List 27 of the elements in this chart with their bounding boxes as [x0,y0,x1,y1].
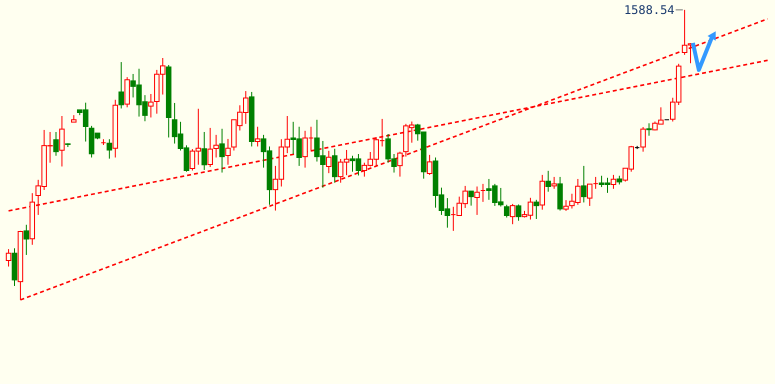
candlestick [397,151,403,178]
candlestick [545,170,551,192]
candlestick [516,204,522,222]
candlestick [254,126,260,147]
candlestick [59,116,65,167]
candlestick [610,174,616,190]
candlestick [332,148,338,184]
candlestick [504,204,510,218]
candlestick [540,174,546,210]
candlestick [426,154,432,176]
candlestick [118,62,124,109]
candlestick [202,131,208,170]
candlestick [468,190,474,206]
candlestick [534,199,540,220]
candlestick [581,165,587,203]
candlestick [640,126,646,152]
candlestick [510,203,516,225]
candlestick [326,150,332,174]
candlestick [24,224,30,256]
candlestick [551,176,557,190]
candlestick [6,248,12,268]
candlestick [53,131,59,156]
candlestick [219,128,225,174]
candlestick [474,186,480,216]
candlestick [106,138,112,160]
candlestick [225,138,231,166]
annotation: 1588.54 [624,2,675,17]
